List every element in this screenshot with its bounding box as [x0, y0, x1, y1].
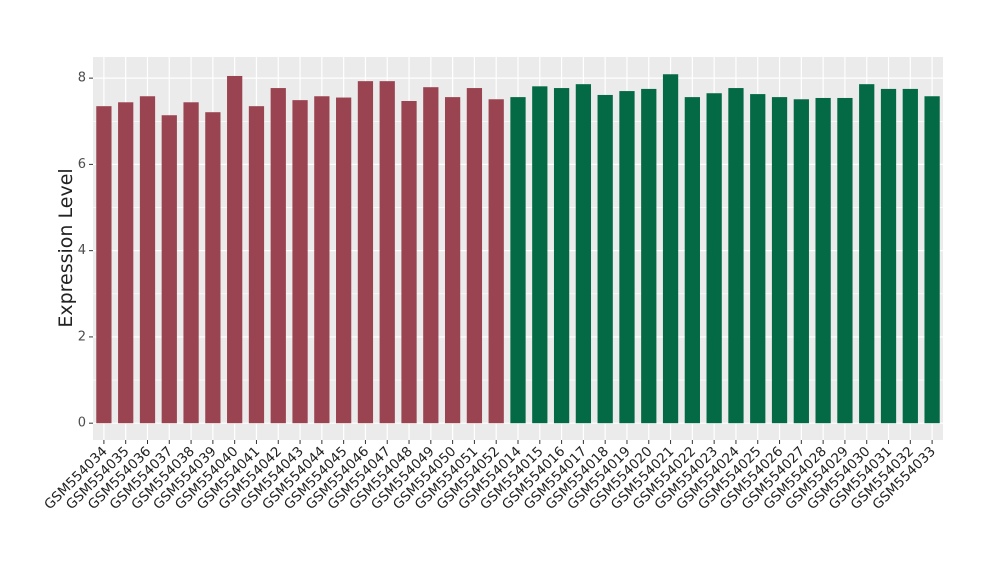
bar: [859, 84, 875, 424]
y-tick-label: 0: [78, 416, 86, 431]
bar: [248, 106, 265, 424]
y-tick-label: 4: [78, 243, 86, 258]
bar: [336, 97, 352, 424]
bar: [619, 91, 635, 424]
bar: [401, 100, 417, 424]
y-tick-label: 8: [78, 71, 86, 86]
bar: [662, 74, 679, 424]
y-tick-label: 6: [78, 157, 86, 172]
y-tick-label: 2: [78, 329, 86, 344]
bar: [553, 88, 570, 424]
bar: [684, 97, 700, 424]
bar: [205, 112, 221, 424]
bar: [575, 84, 592, 424]
bar: [924, 96, 940, 424]
bar: [597, 94, 613, 424]
bar: [423, 87, 439, 424]
bar: [161, 115, 177, 424]
bar: [227, 75, 243, 424]
bar: [139, 96, 156, 424]
bar: [532, 86, 548, 424]
bar: [466, 88, 483, 424]
bar: [837, 97, 853, 424]
bar: [750, 94, 766, 424]
y-axis-label: Expression Level: [55, 168, 77, 327]
bar: [96, 106, 112, 424]
bar: [706, 93, 722, 424]
bar: [379, 81, 395, 424]
bar: [815, 97, 831, 424]
bar: [292, 100, 308, 424]
bar: [771, 97, 788, 424]
bar: [793, 99, 809, 424]
bar: [728, 88, 744, 424]
bar: [444, 97, 461, 424]
bar: [880, 88, 897, 424]
bar: [314, 96, 330, 424]
bar: [270, 88, 286, 424]
bar: [510, 97, 526, 424]
bar: [902, 88, 918, 424]
bar: [357, 81, 374, 424]
bar: [118, 102, 134, 424]
bar: [488, 99, 504, 424]
bar: [183, 102, 199, 424]
bar: [641, 88, 657, 424]
